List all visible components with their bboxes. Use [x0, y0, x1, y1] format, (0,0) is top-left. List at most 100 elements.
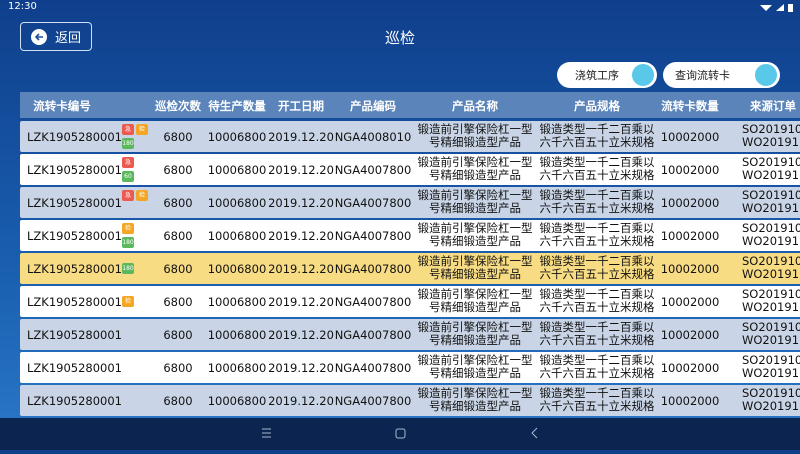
back-label: 返回 [55, 31, 82, 46]
card-number: LZK1905280001 [27, 163, 122, 177]
product-spec: 锻造类型一千二百乘以六千六百五十立米规格 [539, 188, 655, 215]
column-header: 产品规格 [574, 99, 620, 113]
cell-count: 6800 [163, 328, 193, 342]
column-header: 开工日期 [278, 99, 324, 113]
column-header: 待生产数量 [208, 99, 266, 113]
status-badge: 急 [122, 157, 134, 168]
card-number: LZK1905280001 [27, 295, 122, 309]
cell-date: 2019.12.20 [268, 394, 334, 408]
table-row[interactable]: LZK1905280001 检 6800 10006800 2019.12.20 NGA4… [20, 286, 800, 317]
cell-pending: 10006800 [207, 130, 267, 144]
table-row[interactable]: LZK1905280001 6800 10006800 2019.12.20 NGA40… [20, 385, 800, 416]
source-order: SO2019100 [742, 320, 800, 334]
product-spec: 锻造类型一千二百乘以六千六百五十立米规格 [539, 386, 655, 413]
source-order: WO2019112 [742, 135, 800, 149]
status-badge: 60 [122, 171, 134, 182]
status-badge: 180 [122, 138, 134, 149]
cell-code: NGA4007800 [334, 163, 412, 177]
nav-bar [0, 418, 800, 450]
product-spec: 锻造类型一千二百乘以六千六百五十立米规格 [539, 254, 655, 281]
cell-code: NGA4007800 [334, 328, 412, 342]
cell-card-qty: 10002000 [660, 262, 720, 276]
table-row[interactable]: LZK1905280001 急检 6800 10006800 2019.12.20 NGA… [20, 187, 800, 218]
cell-date: 2019.12.20 [268, 328, 334, 342]
cell-card-qty: 10002000 [660, 196, 720, 210]
cell-pending: 10006800 [207, 394, 267, 408]
card-number: LZK1905280001 [27, 196, 122, 210]
source-order: SO2019100 [742, 287, 800, 301]
cell-pending: 10006800 [207, 229, 267, 243]
cell-code: NGA4007800 [334, 394, 412, 408]
cell-code: NGA4007800 [334, 295, 412, 309]
cell-code: NGA4008010 [334, 130, 412, 144]
process-selector[interactable]: 浇筑工序 [557, 62, 657, 88]
card-number: LZK1905280001 [27, 130, 122, 144]
table-row[interactable]: LZK1905280001 检 180 6800 10006800 2019.12.20 N… [20, 220, 800, 251]
cell-card-qty: 10002000 [660, 394, 720, 408]
product-name: 锻造前引擎保险杠一型号精细锻造型产品 [417, 122, 533, 149]
cell-count: 6800 [163, 130, 193, 144]
cell-count: 6800 [163, 295, 193, 309]
table-row[interactable]: LZK1905280001 6800 10006800 2019.12.20 NGA40… [20, 352, 800, 383]
source-order: SO2019100 [742, 254, 800, 268]
column-header: 流转卡编号 [33, 99, 91, 113]
status-badge: 检 [136, 190, 148, 201]
cell-card-qty: 10002000 [660, 130, 720, 144]
cell-pending: 10006800 [207, 361, 267, 375]
product-name: 锻造前引擎保险杠一型号精细锻造型产品 [417, 353, 533, 380]
table-row[interactable]: LZK1905280001 急检 180 6800 10006800 2019.12.20… [20, 121, 800, 152]
table-row[interactable]: LZK1905280001 6800 10006800 2019.12.20 NGA40… [20, 319, 800, 350]
product-name: 锻造前引擎保险杠一型号精细锻造型产品 [417, 155, 533, 182]
column-header: 产品编码 [350, 99, 396, 113]
cell-count: 6800 [163, 196, 193, 210]
product-spec: 锻造类型一千二百乘以六千六百五十立米规格 [539, 122, 655, 149]
status-badge: 检 [122, 223, 134, 234]
search-placeholder: 查询流转卡 [675, 69, 730, 82]
source-order: SO2019100 [742, 353, 800, 367]
source-order: SO2019100 [742, 188, 800, 202]
table-row[interactable]: LZK1905280001 180 6800 10006800 2019.12.20 NG… [20, 253, 800, 284]
cell-count: 6800 [163, 394, 193, 408]
cell-pending: 10006800 [207, 163, 267, 177]
card-number: LZK1905280001 [27, 328, 122, 342]
cell-code: NGA4007800 [334, 229, 412, 243]
cell-card-qty: 10002000 [660, 229, 720, 243]
cell-date: 2019.12.20 [268, 295, 334, 309]
status-badge: 180 [122, 237, 134, 248]
source-order: WO2019112 [742, 168, 800, 182]
page-title: 巡检 [384, 29, 415, 47]
cell-code: NGA4007800 [334, 361, 412, 375]
source-order: SO2019100 [742, 386, 800, 400]
source-order: WO2019112 [742, 267, 800, 281]
search-card[interactable]: 查询流转卡 [663, 62, 780, 88]
product-spec: 锻造类型一千二百乘以六千六百五十立米规格 [539, 221, 655, 248]
cell-date: 2019.12.20 [268, 361, 334, 375]
table-row[interactable]: LZK1905280001 急 60 6800 10006800 2019.12.20 NG… [20, 154, 800, 185]
product-spec: 锻造类型一千二百乘以六千六百五十立米规格 [539, 320, 655, 347]
source-order: SO2019100 [742, 221, 800, 235]
cell-date: 2019.12.20 [268, 262, 334, 276]
source-order: WO2019112 [742, 333, 800, 347]
product-name: 锻造前引擎保险杠一型号精细锻造型产品 [417, 188, 533, 215]
status-badge: 急 [122, 190, 134, 201]
source-order: WO2019112 [742, 234, 800, 248]
status-badge: 检 [122, 296, 134, 307]
nav-icons [262, 427, 538, 439]
product-name: 锻造前引擎保险杠一型号精细锻造型产品 [417, 221, 533, 248]
cell-count: 6800 [163, 262, 193, 276]
cell-card-qty: 10002000 [660, 163, 720, 177]
product-name: 锻造前引擎保险杠一型号精细锻造型产品 [417, 287, 533, 314]
source-order: WO2019112 [742, 399, 800, 413]
card-number: LZK1905280001 [27, 361, 122, 375]
cell-pending: 10006800 [207, 295, 267, 309]
card-number: LZK1905280001 [27, 262, 122, 276]
back-button[interactable]: 返回 [20, 22, 92, 51]
switch-icon [632, 64, 654, 86]
product-spec: 锻造类型一千二百乘以六千六百五十立米规格 [539, 353, 655, 380]
cell-date: 2019.12.20 [268, 130, 334, 144]
back-icon [31, 28, 47, 45]
column-header: 巡检次数 [155, 99, 201, 113]
source-order: SO2019100 [742, 122, 800, 136]
